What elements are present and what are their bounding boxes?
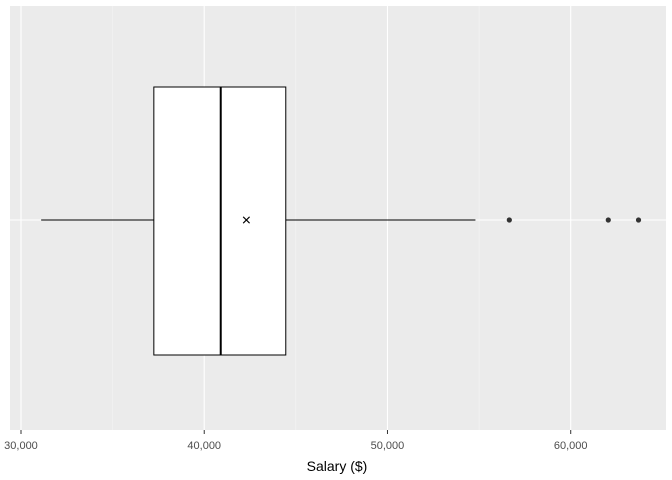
outlier-point bbox=[506, 217, 512, 223]
panel-background bbox=[10, 6, 666, 430]
minor-gridlines bbox=[112, 6, 480, 430]
x-axis: 30,000 40,000 50,000 60,000 bbox=[4, 430, 588, 452]
mean-marker bbox=[242, 216, 250, 224]
x-tick-label: 30,000 bbox=[4, 440, 38, 452]
x-axis-title: Salary ($) bbox=[307, 458, 368, 474]
x-tick-label: 50,000 bbox=[371, 440, 405, 452]
outlier-point bbox=[605, 217, 611, 223]
outlier-point bbox=[635, 217, 642, 223]
box-marks bbox=[41, 86, 642, 356]
mean-marker-stroke bbox=[242, 216, 250, 224]
x-tick-label: 60,000 bbox=[554, 440, 588, 452]
x-tick-label: 40,000 bbox=[187, 440, 221, 452]
